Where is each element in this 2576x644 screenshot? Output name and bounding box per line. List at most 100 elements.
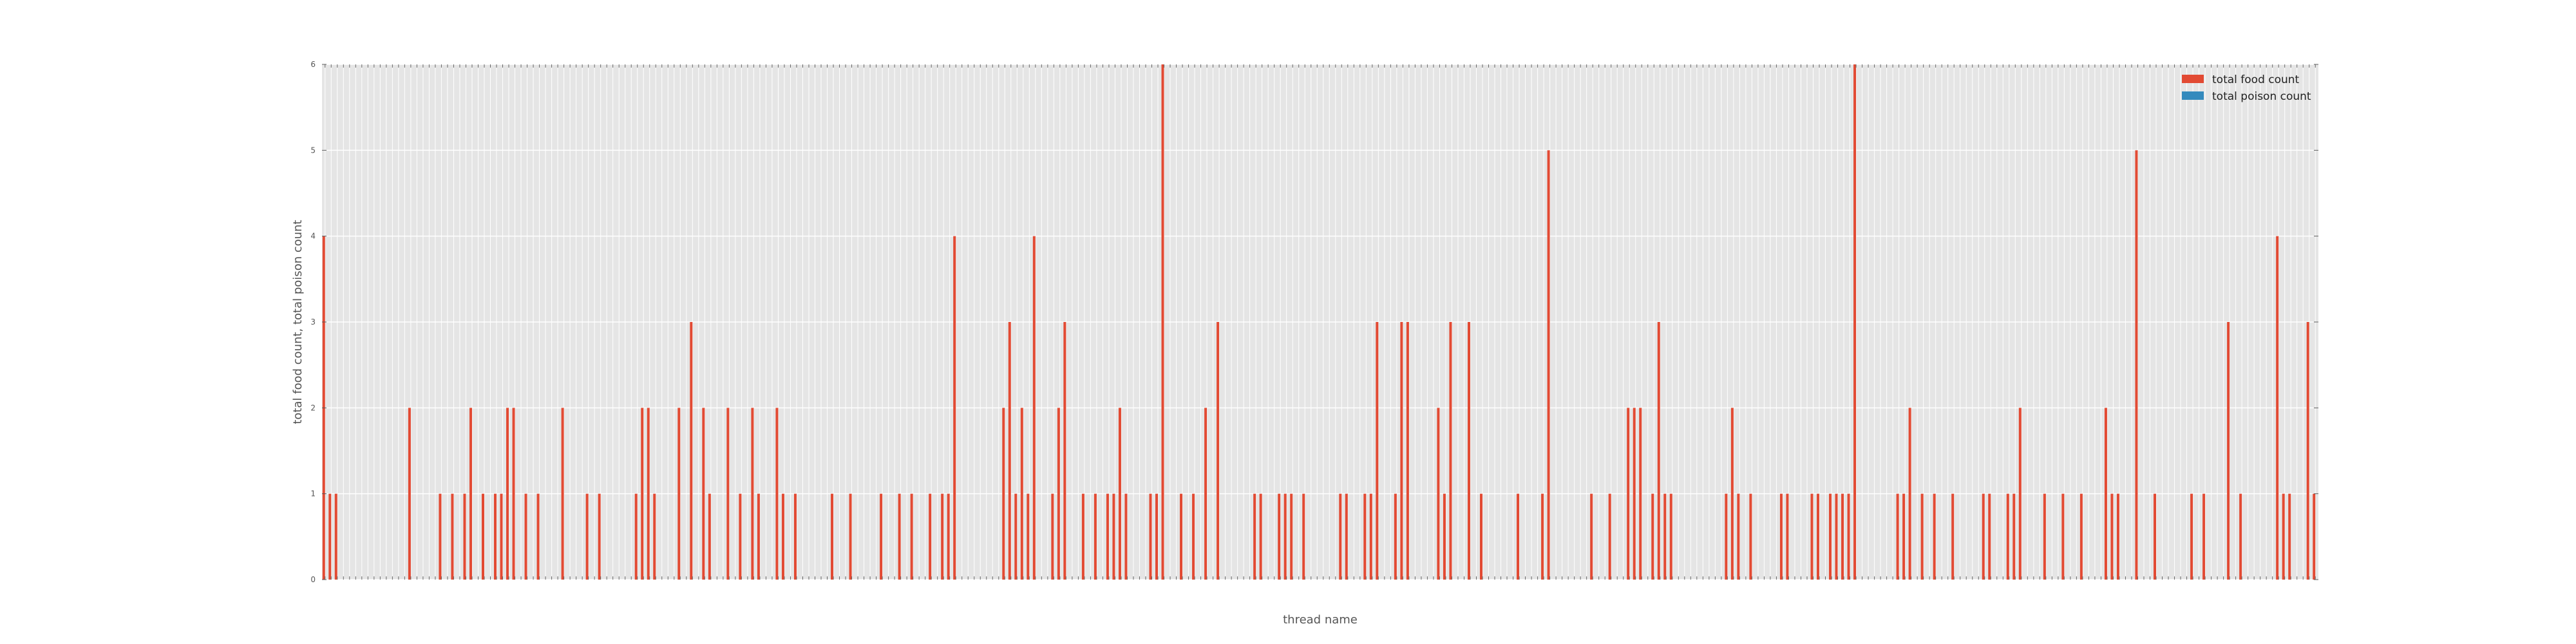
bar-food-250 — [1853, 64, 1857, 580]
bar-food-170 — [1363, 493, 1367, 580]
bar-food-160 — [1302, 493, 1305, 580]
y-tick-label: 3 — [310, 317, 316, 327]
bar-food-266 — [1951, 493, 1955, 580]
bar-food-71 — [757, 493, 760, 580]
bar-food-1 — [328, 493, 332, 580]
legend-swatch-poison — [2182, 91, 2204, 100]
bar-food-246 — [1829, 493, 1832, 580]
bar-food-324 — [2306, 322, 2309, 580]
bar-food-238 — [1779, 493, 1783, 580]
bar-food-218 — [1657, 322, 1660, 580]
bar-food-119 — [1051, 493, 1054, 580]
bar-food-259 — [1908, 408, 1911, 580]
bar-food-281 — [2043, 493, 2046, 580]
bar-food-233 — [1749, 493, 1752, 580]
bar-food-43 — [585, 493, 589, 580]
bar-food-66 — [726, 408, 730, 580]
bar-food-39 — [561, 408, 564, 580]
bar-food-103 — [953, 236, 956, 580]
bar-food-272 — [1988, 493, 1991, 580]
bar-food-112 — [1008, 322, 1011, 580]
bar-food-325 — [2313, 493, 2316, 580]
y-tick-label: 5 — [310, 146, 316, 155]
legend-swatch-food — [2182, 75, 2204, 83]
bar-food-292 — [2110, 493, 2114, 580]
bar-food-74 — [775, 408, 779, 580]
bar-food-277 — [2018, 408, 2022, 580]
bar-food-77 — [793, 493, 797, 580]
legend-label-food: total food count — [2212, 73, 2300, 86]
bar-food-177 — [1406, 322, 1409, 580]
y-tick-label: 0 — [310, 575, 316, 584]
bar-food-30 — [506, 408, 509, 580]
bar-food-142 — [1192, 493, 1195, 580]
bar-food-31 — [512, 408, 515, 580]
bar-food-102 — [947, 493, 950, 580]
bar-food-146 — [1217, 322, 1220, 580]
bar-food-311 — [2227, 322, 2230, 580]
bar-food-53 — [647, 408, 650, 580]
bar-food-21 — [451, 493, 454, 580]
bar-food-319 — [2276, 236, 2279, 580]
bar-food-261 — [1920, 493, 1924, 580]
bar-food-157 — [1283, 493, 1287, 580]
bar-food-137 — [1161, 64, 1164, 580]
bar-food-116 — [1032, 236, 1036, 580]
bar-food-135 — [1149, 493, 1152, 580]
bar-food-52 — [641, 408, 644, 580]
legend-label-poison: total poison count — [2212, 90, 2311, 103]
bar-food-63 — [708, 493, 711, 580]
bar-food-33 — [524, 493, 527, 580]
bar-food-249 — [1847, 493, 1850, 580]
bar-food-121 — [1063, 322, 1066, 580]
bar-food-29 — [500, 493, 503, 580]
bar-food-129 — [1112, 493, 1115, 580]
bar-food-247 — [1835, 493, 1838, 580]
bar-food-244 — [1817, 493, 1819, 580]
bar-food-263 — [1933, 493, 1936, 580]
bar-food-299 — [2154, 493, 2157, 580]
bar-food-167 — [1345, 493, 1348, 580]
bar-food-152 — [1253, 493, 1256, 580]
x-axis-label: thread name — [1283, 613, 1358, 627]
bar-food-23 — [463, 493, 466, 580]
bar-food-200 — [1547, 150, 1550, 580]
bar-food-183 — [1443, 493, 1446, 580]
bar-food-62 — [702, 408, 705, 580]
bar-food-275 — [2006, 493, 2009, 580]
bar-food-26 — [482, 493, 484, 580]
bar-food-83 — [831, 493, 834, 580]
bar-food-313 — [2239, 493, 2242, 580]
y-axis-label: total food count, total poison count — [291, 220, 305, 424]
bar-food-187 — [1467, 322, 1470, 580]
bar-food-271 — [1982, 493, 1985, 580]
bar-food-217 — [1651, 493, 1654, 580]
bar-food-136 — [1155, 493, 1159, 580]
bar-food-320 — [2282, 493, 2285, 580]
bar-food-166 — [1339, 493, 1342, 580]
bar-food-229 — [1725, 493, 1728, 580]
bar-food-75 — [781, 493, 784, 580]
bar-food-219 — [1663, 493, 1667, 580]
bar-food-14 — [408, 408, 411, 580]
bar-food-248 — [1841, 493, 1844, 580]
bar-food-199 — [1541, 493, 1544, 580]
bar-food-276 — [2012, 493, 2016, 580]
bar-food-24 — [469, 408, 472, 580]
bar-food-99 — [929, 493, 932, 580]
bar-food-184 — [1449, 322, 1452, 580]
bar-food-214 — [1633, 408, 1636, 580]
bar-food-213 — [1627, 408, 1630, 580]
bar-food-158 — [1290, 493, 1293, 580]
bar-food-220 — [1669, 493, 1672, 580]
bar-food-101 — [941, 493, 944, 580]
bar-food-210 — [1608, 493, 1611, 580]
bar-food-94 — [898, 493, 901, 580]
x-axis — [325, 64, 2316, 580]
bar-food-293 — [2116, 493, 2119, 580]
bar-food-131 — [1124, 493, 1128, 580]
bar-food-45 — [598, 493, 601, 580]
bar-food-91 — [880, 493, 883, 580]
bar-food-215 — [1639, 408, 1642, 580]
